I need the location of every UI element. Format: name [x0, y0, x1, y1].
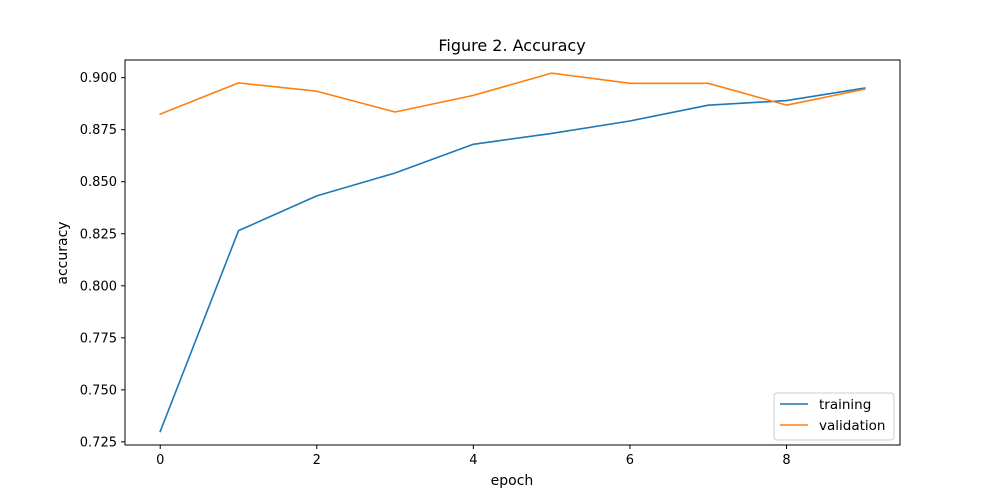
y-tick-label: 0.775	[80, 331, 117, 346]
legend-label-validation: validation	[819, 418, 885, 434]
y-tick-label: 0.750	[80, 383, 117, 398]
x-axis-label: epoch	[491, 473, 534, 489]
y-axis-label: accuracy	[55, 221, 71, 284]
x-tick-label: 0	[156, 453, 164, 468]
plot-area	[159, 72, 866, 433]
y-tick-label: 0.825	[80, 227, 117, 242]
x-tick-label: 8	[782, 453, 790, 468]
y-tick-label: 0.900	[80, 71, 117, 86]
x-tick-label: 4	[469, 453, 477, 468]
chart-title: Figure 2. Accuracy	[438, 36, 585, 55]
x-tick-label: 2	[313, 453, 321, 468]
x-axis: 0 2 4 6 8	[156, 445, 791, 468]
series-line-validation	[159, 72, 866, 116]
x-tick-label: 6	[626, 453, 634, 468]
y-tick-label: 0.725	[80, 435, 117, 450]
legend: training validation	[773, 392, 895, 441]
legend-label-training: training	[819, 397, 871, 413]
plot-frame	[124, 59, 901, 446]
y-tick-label: 0.850	[80, 175, 117, 190]
series-line-training	[159, 87, 866, 433]
y-axis: 0.725 0.750 0.775 0.800 0.825 0.850 0.875 0.900	[80, 71, 125, 450]
y-tick-label: 0.800	[80, 279, 117, 294]
y-tick-label: 0.875	[80, 123, 117, 138]
